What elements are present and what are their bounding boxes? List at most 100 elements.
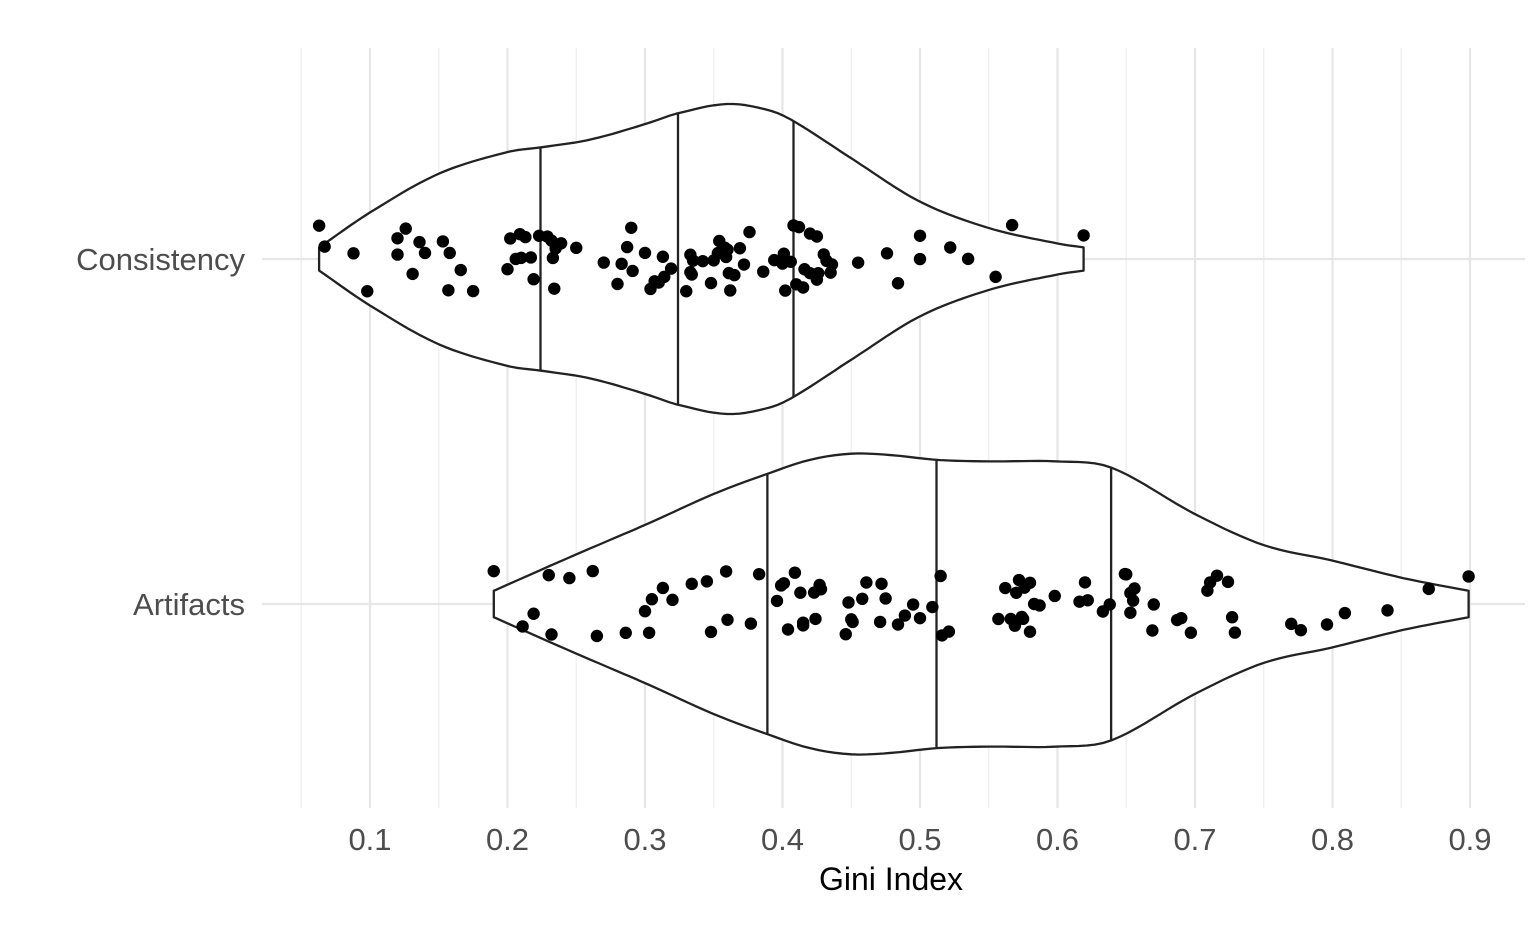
data-point <box>1033 599 1046 612</box>
data-point <box>570 241 583 255</box>
data-point <box>664 262 678 275</box>
data-point <box>516 620 529 633</box>
data-point <box>615 257 628 271</box>
data-point <box>733 242 747 255</box>
data-point <box>638 605 652 618</box>
data-points <box>312 218 1475 643</box>
data-point <box>1103 598 1116 611</box>
data-point <box>443 246 456 260</box>
data-point <box>1221 575 1235 589</box>
data-point <box>814 583 828 596</box>
data-point <box>418 246 432 260</box>
data-point <box>696 254 709 268</box>
data-point <box>1120 568 1133 581</box>
y-tick-label: Consistency <box>76 242 245 277</box>
data-point <box>1146 624 1159 637</box>
data-point <box>944 241 957 254</box>
data-point <box>704 276 718 290</box>
data-point <box>586 564 599 578</box>
data-point <box>1005 218 1019 232</box>
data-point <box>1338 606 1352 620</box>
data-point <box>642 626 656 639</box>
data-point <box>700 575 714 588</box>
data-point <box>744 617 758 630</box>
data-point <box>846 615 859 629</box>
x-tick-label: 0.8 <box>1311 822 1354 857</box>
data-point <box>757 265 770 278</box>
data-point <box>704 625 718 639</box>
data-point <box>658 270 671 284</box>
data-point <box>312 219 326 232</box>
data-point <box>1175 611 1188 625</box>
data-point <box>989 270 1002 284</box>
data-point <box>347 247 360 260</box>
data-point <box>934 569 947 583</box>
data-point <box>1126 594 1140 607</box>
data-point <box>1285 617 1298 631</box>
data-point <box>898 609 912 622</box>
data-point <box>1320 618 1334 631</box>
x-tick-label: 0.9 <box>1448 822 1491 857</box>
data-point <box>728 268 741 282</box>
data-point <box>879 592 892 605</box>
data-point <box>318 240 331 253</box>
data-point <box>810 230 824 243</box>
data-point <box>724 284 737 297</box>
data-point <box>466 284 480 298</box>
data-point <box>685 268 698 281</box>
y-tick-label: Artifacts <box>133 587 245 622</box>
data-point <box>1381 604 1394 617</box>
data-point <box>527 607 540 620</box>
data-point <box>992 612 1005 626</box>
data-point <box>721 243 734 256</box>
data-point <box>1225 611 1239 624</box>
data-point <box>999 581 1012 595</box>
data-point <box>1078 576 1092 589</box>
data-point <box>436 235 450 248</box>
data-point <box>809 612 822 626</box>
data-point <box>913 229 927 242</box>
data-point <box>590 629 604 643</box>
data-point <box>519 230 532 244</box>
data-point <box>406 267 419 281</box>
data-point <box>611 277 624 291</box>
data-point <box>825 258 839 271</box>
y-axis-ticks: Consistency Artifacts <box>76 242 245 622</box>
data-point <box>413 235 426 249</box>
data-point <box>563 571 576 585</box>
data-point <box>860 576 873 589</box>
data-point <box>504 232 517 245</box>
x-tick-label: 0.7 <box>1173 822 1216 857</box>
data-point <box>487 564 500 578</box>
data-point <box>752 567 766 581</box>
x-tick-label: 0.4 <box>761 822 804 857</box>
data-point <box>527 273 540 286</box>
data-point <box>794 586 807 599</box>
data-point <box>812 266 825 280</box>
data-point <box>1124 606 1137 619</box>
data-point <box>721 613 734 626</box>
data-point <box>391 232 404 245</box>
x-axis-ticks: 0.1 0.2 0.3 0.4 0.5 0.6 0.7 0.8 0.9 <box>348 822 1491 857</box>
data-point <box>454 263 467 277</box>
data-point <box>856 592 869 606</box>
data-point <box>1210 569 1224 582</box>
data-point <box>680 285 693 298</box>
data-point <box>1008 619 1022 632</box>
data-point <box>796 616 810 629</box>
data-point <box>842 596 855 609</box>
data-point <box>442 284 455 297</box>
data-point <box>779 284 792 297</box>
data-point <box>875 577 888 591</box>
data-point <box>542 568 555 582</box>
data-point <box>597 256 610 269</box>
data-point <box>784 255 797 268</box>
data-point <box>554 237 568 250</box>
data-point <box>638 246 652 260</box>
data-point <box>545 628 558 641</box>
x-tick-label: 0.6 <box>1036 822 1079 857</box>
data-point <box>770 594 784 608</box>
data-point <box>391 248 404 261</box>
data-point <box>685 577 698 591</box>
data-point <box>792 220 806 234</box>
